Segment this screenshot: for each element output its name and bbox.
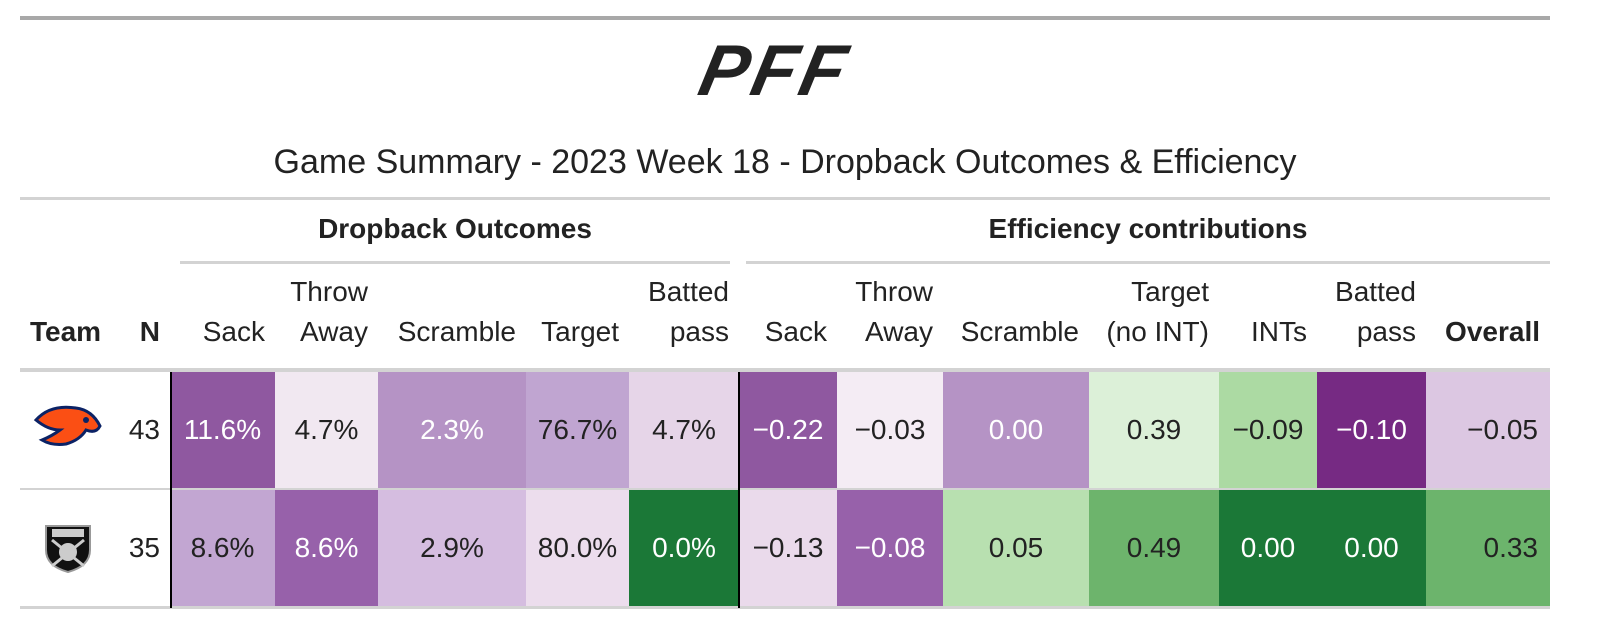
cell: 0.00 (1219, 490, 1317, 606)
logo: PFF (692, 31, 858, 111)
title: Game Summary - 2023 Week 18 - Dropback O… (273, 143, 1297, 181)
spanner-rule (746, 261, 1550, 264)
cell: 0.05 (943, 490, 1089, 606)
column-header: Batted pass (1335, 276, 1416, 347)
n-cell: 43 (128, 414, 160, 445)
cell: −0.13 (739, 490, 837, 606)
cell: 8.6% (275, 490, 378, 606)
column-header: INTs (1251, 316, 1307, 347)
cell: −0.08 (837, 490, 943, 606)
team-logo (45, 525, 91, 574)
cell: 0.00 (943, 372, 1089, 488)
spanner: Efficiency contributions (988, 213, 1308, 244)
rule (20, 606, 1550, 609)
column-header: Sack (764, 316, 827, 347)
cell: 2.3% (378, 372, 526, 488)
cell: 8.6% (170, 490, 275, 606)
cell: 76.7% (526, 372, 629, 488)
column-header: Target (no INT) (1106, 276, 1209, 347)
column-header: N (139, 316, 160, 347)
column-header: Scramble (397, 316, 516, 347)
n-cell: 35 (128, 532, 160, 563)
rule (20, 368, 1550, 372)
cell: 0.39 (1089, 372, 1219, 488)
cell: −0.03 (837, 372, 943, 488)
cell: −0.22 (739, 372, 837, 488)
column-header: Scramble (960, 316, 1079, 347)
cell: 80.0% (526, 490, 629, 606)
column-header: Throw Away (290, 276, 368, 347)
column-header: Team (30, 316, 102, 347)
cell: 0.33 (1426, 490, 1550, 606)
divider (170, 372, 172, 608)
column-header: Batted pass (648, 276, 729, 347)
cell: −0.09 (1219, 372, 1317, 488)
rule (20, 197, 1550, 200)
column-header: Target (541, 316, 619, 347)
column-header: Throw Away (855, 276, 933, 347)
team-logo (33, 405, 102, 446)
divider (738, 372, 740, 608)
cell: 0.00 (1317, 490, 1426, 606)
cell: −0.10 (1317, 372, 1426, 488)
cell: 2.9% (378, 490, 526, 606)
cell: −0.05 (1426, 372, 1550, 488)
column-header: Sack (202, 316, 265, 347)
top-rule (20, 16, 1550, 20)
cell: 0.49 (1089, 490, 1219, 606)
rule (20, 488, 1550, 490)
cell: 4.7% (629, 372, 739, 488)
spanner-rule (180, 261, 730, 264)
column-header: Overall (1445, 316, 1540, 347)
cell: 0.0% (629, 490, 739, 606)
cell: 11.6% (170, 372, 275, 488)
spanner: Dropback Outcomes (318, 213, 592, 244)
cell: 4.7% (275, 372, 378, 488)
